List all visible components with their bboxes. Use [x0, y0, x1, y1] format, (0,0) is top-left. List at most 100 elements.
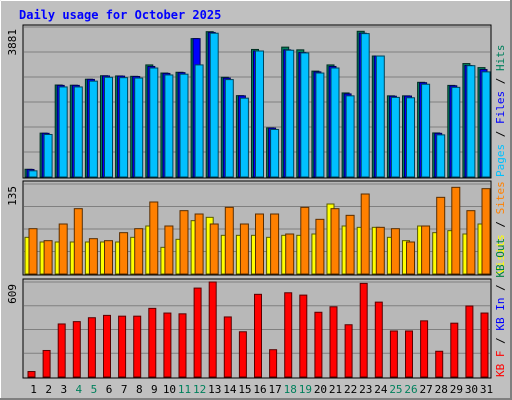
bar-sites-day-16 [255, 213, 264, 275]
day-label-18: 18 [284, 383, 297, 396]
bar-kb-f-day-16 [254, 293, 262, 378]
day-label-30: 30 [465, 383, 478, 396]
bar-kb-f-day-21 [329, 306, 338, 378]
legend-entry: Pages [494, 144, 507, 177]
bar-kb-f-day-6 [103, 314, 111, 378]
bar-kb-f-day-25 [389, 330, 398, 378]
bar-sites-day-25 [390, 228, 400, 275]
day-label-29: 29 [450, 383, 463, 396]
day-label-2: 2 [45, 383, 52, 396]
day-label-5: 5 [91, 383, 98, 396]
bar-sites-day-30 [466, 210, 476, 275]
day-label-31: 31 [480, 383, 493, 396]
bar-sites-day-22 [345, 214, 355, 275]
bar-sites-day-18 [285, 233, 295, 275]
bar-kb-f-day-15 [238, 331, 247, 378]
day-label-7: 7 [121, 383, 128, 396]
day-label-4: 4 [76, 383, 83, 396]
bar-pages-day-20 [315, 72, 325, 178]
legend-entry: KB In [494, 298, 507, 331]
bar-kb-f-day-8 [133, 315, 142, 378]
bar-pages-day-26 [406, 97, 415, 178]
bar-sites-day-9 [149, 201, 159, 275]
legend-entry: KB Out [494, 238, 507, 278]
bar-kb-f-day-22 [344, 324, 353, 378]
day-label-21: 21 [329, 383, 342, 396]
y-max-label: 3881 [6, 29, 19, 56]
bar-pages-day-22 [345, 95, 355, 178]
bar-kb-f-day-17 [269, 349, 278, 378]
bar-pages-day-31 [481, 71, 491, 178]
legend-entry: Files [494, 91, 507, 124]
bar-sites-day-8 [134, 228, 144, 275]
bar-pages-day-11 [179, 73, 189, 178]
bar-pages-day-2 [43, 133, 53, 178]
bar-sites-day-23 [360, 193, 370, 275]
bar-kb-f-day-27 [420, 320, 429, 378]
bar-pages-day-16 [255, 50, 264, 178]
bar-pages-day-19 [300, 52, 310, 178]
bar-pages-day-10 [164, 74, 174, 178]
bar-kb-f-day-20 [314, 311, 323, 378]
day-label-25: 25 [389, 383, 402, 396]
bar-sites-day-15 [239, 223, 249, 275]
bar-pages-day-13 [209, 32, 219, 178]
day-label-8: 8 [136, 383, 143, 396]
bar-kb-f-day-31 [480, 312, 489, 378]
bar-kb-f-day-19 [299, 294, 308, 378]
bar-sites-day-27 [421, 225, 431, 275]
bar-kb-f-day-2 [42, 349, 51, 378]
bar-sites-day-13 [209, 223, 219, 275]
legend-entry: KB F [494, 351, 507, 378]
bar-sites-day-4 [73, 208, 83, 275]
bar-kb-f-day-23 [359, 282, 368, 378]
legend-entry: / [494, 331, 507, 351]
bar-pages-day-21 [330, 67, 340, 178]
day-label-27: 27 [420, 383, 433, 396]
legend-entry: Hits [494, 45, 507, 72]
bar-kb-f-day-3 [57, 323, 66, 378]
day-label-23: 23 [359, 383, 372, 396]
legend-middle: Visits / Sites [494, 181, 507, 274]
bar-sites-day-7 [119, 232, 129, 275]
day-label-1: 1 [30, 383, 37, 396]
bar-kb-f-day-9 [148, 307, 157, 378]
bar-kb-f-day-11 [178, 313, 187, 378]
legend-entry: / [494, 124, 507, 144]
bar-sites-day-1 [28, 228, 38, 275]
bar-sites-day-26 [406, 241, 415, 275]
bar-pages-day-9 [149, 67, 159, 178]
bar-pages-day-12 [194, 64, 204, 178]
bar-pages-day-7 [119, 77, 129, 178]
day-label-17: 17 [269, 383, 282, 396]
bar-kb-f-day-7 [118, 315, 127, 378]
bar-sites-day-11 [179, 210, 189, 275]
bar-pages-day-8 [134, 77, 144, 178]
bar-kb-f-day-14 [223, 316, 232, 378]
bar-sites-day-14 [224, 206, 234, 275]
legend-entry: / [494, 214, 507, 234]
bar-sites-day-20 [315, 218, 325, 275]
legend-bottom: KB F / KB In / KB Out [494, 238, 507, 377]
bar-sites-day-10 [164, 225, 174, 275]
bar-sites-day-21 [330, 208, 340, 275]
bar-kb-f-day-18 [284, 292, 293, 378]
bar-kb-f-day-28 [435, 350, 444, 378]
bar-sites-day-2 [43, 240, 53, 275]
bar-kb-f-day-26 [405, 330, 413, 378]
day-label-22: 22 [344, 383, 357, 396]
day-label-10: 10 [163, 383, 176, 396]
bar-kb-f-day-5 [87, 317, 96, 378]
bar-sites-day-5 [88, 238, 98, 275]
bar-kb-f-day-29 [450, 322, 459, 378]
bar-pages-day-5 [88, 80, 98, 178]
day-label-28: 28 [435, 383, 448, 396]
bar-pages-day-18 [285, 49, 295, 178]
bar-sites-day-31 [481, 188, 491, 275]
bar-pages-day-25 [390, 96, 400, 178]
bar-sites-day-12 [194, 213, 204, 275]
bar-pages-day-1 [28, 170, 38, 178]
day-label-11: 11 [178, 383, 191, 396]
